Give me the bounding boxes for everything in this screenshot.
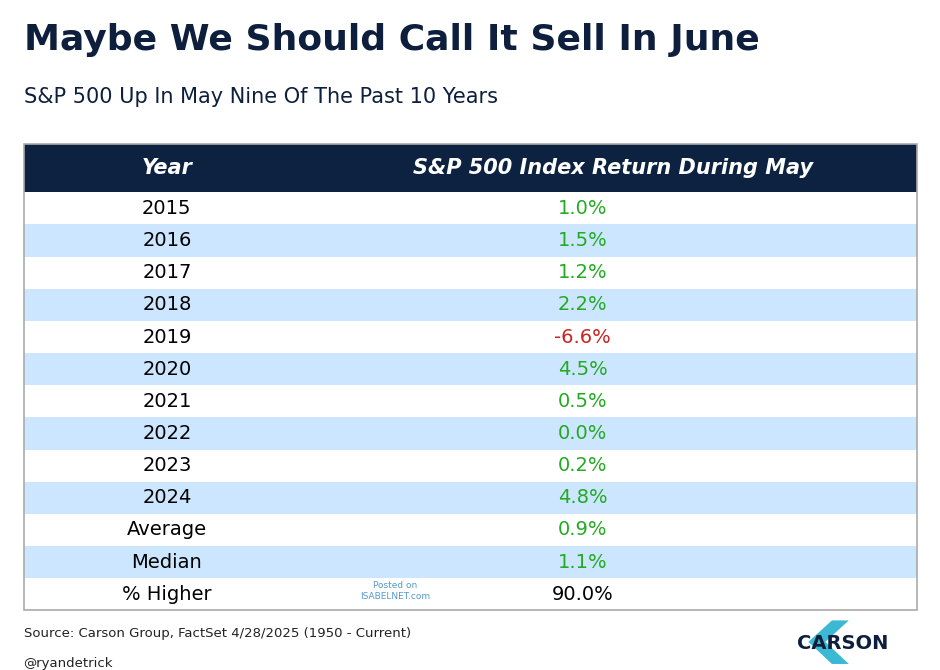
Text: 2017: 2017 <box>142 263 192 282</box>
Text: 2018: 2018 <box>142 295 192 314</box>
Text: 4.5%: 4.5% <box>558 360 607 379</box>
Text: 0.2%: 0.2% <box>558 456 607 475</box>
Text: S&P 500 Up In May Nine Of The Past 10 Years: S&P 500 Up In May Nine Of The Past 10 Ye… <box>24 87 497 107</box>
Text: 2023: 2023 <box>142 456 192 475</box>
Text: % Higher: % Higher <box>122 585 212 604</box>
Text: 2020: 2020 <box>142 360 192 379</box>
Text: 4.8%: 4.8% <box>558 488 607 507</box>
Bar <box>24 321 916 353</box>
Text: Median: Median <box>132 553 202 572</box>
Text: 2019: 2019 <box>142 328 192 346</box>
Bar <box>24 546 916 578</box>
Bar <box>24 192 916 224</box>
Text: 2021: 2021 <box>142 392 192 411</box>
Bar <box>24 353 916 385</box>
Text: @ryandetrick: @ryandetrick <box>24 657 113 670</box>
Text: 1.1%: 1.1% <box>558 553 607 572</box>
Text: 0.5%: 0.5% <box>558 392 607 411</box>
Text: 2016: 2016 <box>142 231 192 250</box>
Text: 2.2%: 2.2% <box>558 295 607 314</box>
Text: 1.0%: 1.0% <box>558 199 607 218</box>
Bar <box>24 482 916 514</box>
Text: -6.6%: -6.6% <box>555 328 611 346</box>
Bar <box>24 257 916 289</box>
Bar <box>24 224 916 257</box>
Bar <box>24 514 916 546</box>
Text: CARSON: CARSON <box>797 634 888 653</box>
Text: 2022: 2022 <box>142 424 192 443</box>
Text: 2015: 2015 <box>142 199 192 218</box>
Text: 2024: 2024 <box>142 488 192 507</box>
Text: Posted on
ISABELNET.com: Posted on ISABELNET.com <box>360 580 430 602</box>
Text: 0.9%: 0.9% <box>558 521 607 539</box>
Bar <box>24 450 916 482</box>
Text: Source: Carson Group, FactSet 4/28/2025 (1950 - Current): Source: Carson Group, FactSet 4/28/2025 … <box>24 627 411 640</box>
Bar <box>24 514 916 517</box>
Text: 0.0%: 0.0% <box>558 424 607 443</box>
Bar <box>24 289 916 321</box>
Bar <box>24 144 916 610</box>
Text: 1.5%: 1.5% <box>558 231 607 250</box>
Bar <box>24 578 916 610</box>
Bar <box>24 385 916 417</box>
Text: 90.0%: 90.0% <box>552 585 614 604</box>
Text: Year: Year <box>141 158 193 178</box>
Bar <box>24 417 916 450</box>
Text: S&P 500 Index Return During May: S&P 500 Index Return During May <box>414 158 813 178</box>
Text: Average: Average <box>127 521 207 539</box>
Bar <box>24 144 916 192</box>
Polygon shape <box>808 620 849 664</box>
Text: Maybe We Should Call It Sell In June: Maybe We Should Call It Sell In June <box>24 23 760 58</box>
Text: 1.2%: 1.2% <box>558 263 607 282</box>
